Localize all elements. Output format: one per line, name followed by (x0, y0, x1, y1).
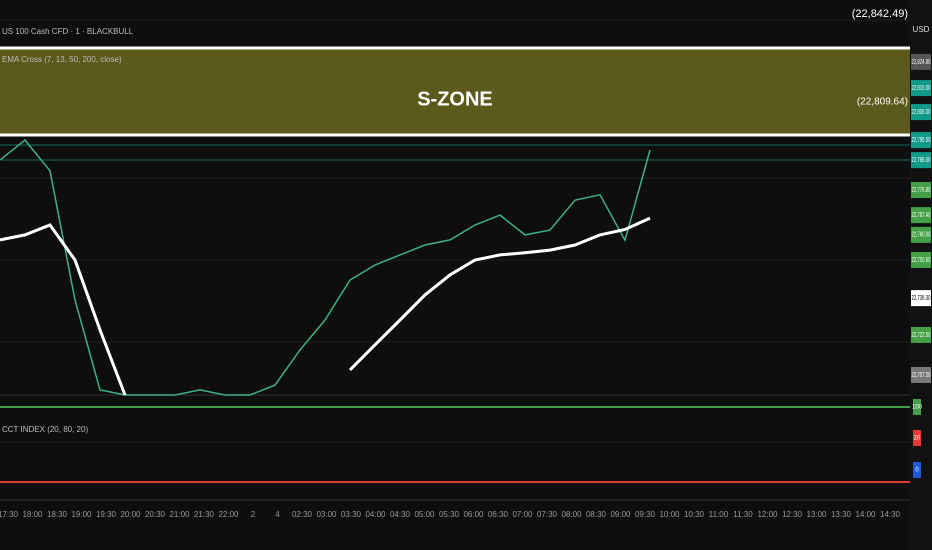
time-label: 07:30 (537, 510, 558, 519)
time-label: 05:00 (414, 510, 435, 519)
price-label: 22,824.80 (912, 59, 931, 66)
time-label: 22:00 (218, 510, 239, 519)
time-label: 08:30 (586, 510, 607, 519)
time-label: 04:30 (390, 510, 411, 519)
price-label-box (911, 207, 931, 224)
time-label: 10:30 (684, 510, 705, 519)
time-label: 04:00 (365, 510, 386, 519)
time-label: 12:30 (782, 510, 803, 519)
s-zone (0, 48, 910, 135)
time-label: 2 (251, 510, 256, 519)
time-label: 07:00 (512, 510, 533, 519)
time-label: 05:30 (439, 510, 460, 519)
time-label: 19:30 (96, 510, 117, 519)
time-label: 03:00 (316, 510, 337, 519)
time-label: 14:00 (855, 510, 876, 519)
sub-label-box (913, 430, 921, 446)
price-label-box (911, 182, 931, 199)
symbol-title: US 100 Cash CFD · 1 · BLACKBULL (2, 27, 134, 36)
time-label: 19:00 (71, 510, 92, 519)
time-label: 11:00 (709, 510, 729, 519)
time-label: 11:30 (733, 510, 753, 519)
grid (0, 19, 910, 443)
time-label: 20:00 (120, 510, 141, 519)
time-label: 18:30 (47, 510, 68, 519)
time-label: 21:30 (194, 510, 215, 519)
price-label: 22,815.00 (912, 85, 931, 92)
currency: USD (913, 25, 930, 34)
time-label: 10:00 (659, 510, 680, 519)
price-label: 22,750.60 (912, 257, 931, 264)
sub-label: 20 (914, 436, 921, 442)
time-label: 06:30 (488, 510, 509, 519)
sub-label-box (913, 462, 921, 478)
ema-line (0, 216, 651, 396)
time-label: 08:00 (561, 510, 582, 519)
time-label: 14:30 (880, 510, 901, 519)
time-label: 20:30 (145, 510, 166, 519)
price-label-box (911, 290, 931, 307)
time-label: 13:30 (831, 510, 852, 519)
price-label-box (911, 132, 931, 149)
price-label-box (911, 366, 931, 383)
time-label: 4 (275, 510, 280, 519)
zone-bottom-label: (22,809.64) (857, 97, 908, 108)
zone-label: S-ZONE (417, 88, 493, 110)
price-label: 22,707.50 (912, 372, 931, 379)
zone-top-label: (22,842.49) (852, 8, 908, 20)
price-line (0, 139, 651, 396)
price-label: 22,722.50 (912, 332, 931, 339)
price-label: 22,776.80 (912, 187, 931, 194)
price-label: 22,795.50 (912, 137, 931, 144)
time-label: 02:30 (292, 510, 313, 519)
indicator-title: EMA Cross (7, 13, 50, 200, close) (2, 55, 122, 64)
time-label: 18:00 (22, 510, 43, 519)
price-label-box (911, 80, 931, 97)
price-label: 22,736.30 (912, 295, 931, 302)
price-label: 22,760.00 (912, 232, 931, 239)
price-label-box (911, 251, 931, 268)
price-label-box (911, 152, 931, 169)
price-label: 22,767.40 (912, 212, 931, 219)
time-label: 03:30 (341, 510, 362, 519)
time-label: 09:00 (610, 510, 631, 519)
price-label-box (911, 53, 931, 70)
time-label: 06:00 (463, 510, 484, 519)
sub-indicator-title: CCT INDEX (20, 80, 20) (2, 425, 88, 434)
sub-label: 0 (915, 468, 919, 474)
sub-label: 100 (912, 405, 923, 411)
time-label: 21:00 (169, 510, 190, 519)
price-label: 22,806.00 (912, 109, 931, 116)
sub-label-box (913, 399, 921, 415)
price-label: 22,788.00 (912, 157, 931, 164)
time-label: 12:00 (757, 510, 778, 519)
time-label: 17:30 (0, 510, 19, 519)
time-label: 13:00 (806, 510, 827, 519)
price-label-box (911, 226, 931, 243)
time-label: 09:30 (635, 510, 656, 519)
price-label-box (911, 104, 931, 121)
price-label-box (911, 326, 931, 343)
